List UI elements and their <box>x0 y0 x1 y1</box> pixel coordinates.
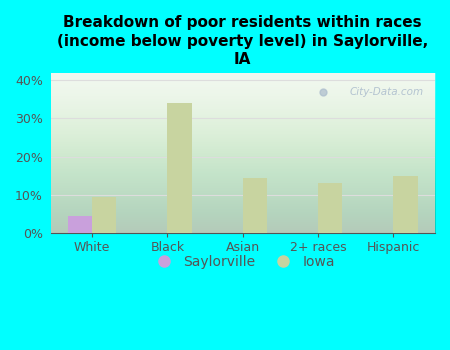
Text: City-Data.com: City-Data.com <box>349 87 423 97</box>
Bar <box>318 183 342 233</box>
Bar <box>92 197 116 233</box>
Legend: Saylorville, Iowa: Saylorville, Iowa <box>144 249 341 274</box>
Bar <box>68 216 92 233</box>
Bar <box>243 178 267 233</box>
Bar <box>393 176 418 233</box>
Bar <box>167 103 192 233</box>
Title: Breakdown of poor residents within races
(income below poverty level) in Saylorv: Breakdown of poor residents within races… <box>57 15 428 67</box>
